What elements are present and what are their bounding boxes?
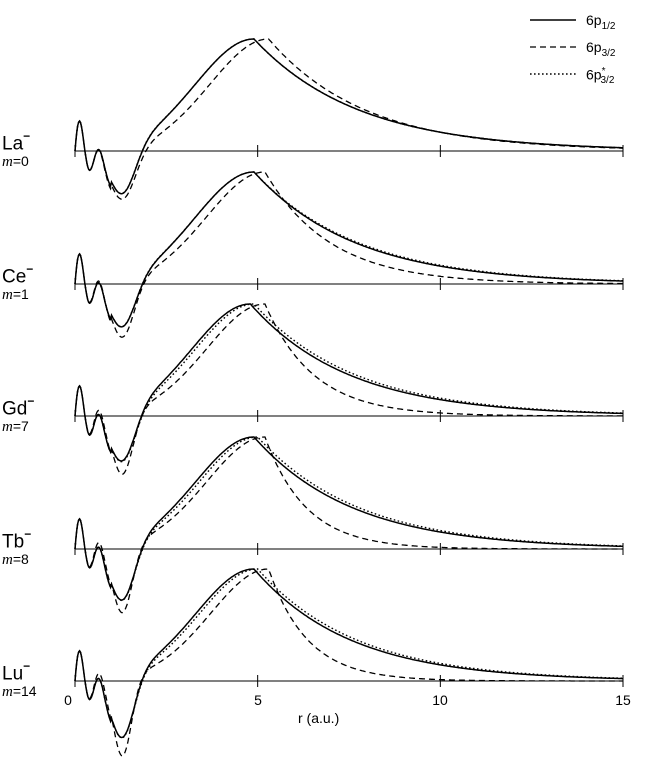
- ion-m-value: m=0: [2, 153, 29, 171]
- panel-lu: [74, 568, 624, 757]
- series-line-dotted: [74, 38, 623, 195]
- series-line-dashed: [74, 436, 623, 614]
- series-line-dashed: [74, 568, 623, 757]
- panel-ce: [74, 171, 624, 338]
- series-line-solid: [74, 171, 623, 328]
- series-line-solid: [74, 436, 623, 601]
- ion-label-la: La− m=0: [2, 129, 31, 171]
- ion-m-value: m=14: [2, 683, 37, 701]
- series-line-dotted: [74, 303, 623, 463]
- legend-label-solid: 6p1/2: [586, 12, 616, 32]
- series-line-dotted: [74, 171, 623, 328]
- ion-name: Ce−: [2, 262, 34, 288]
- ion-name: Tb−: [2, 527, 32, 553]
- ion-label-ce: Ce− m=1: [2, 262, 34, 304]
- ion-m-value: m=8: [2, 551, 29, 569]
- legend-label-dashed: 6p3/2: [586, 39, 616, 59]
- series-line-dashed: [74, 303, 623, 475]
- panels-layer: [74, 38, 624, 757]
- panel-tb: [74, 436, 624, 614]
- series-line-dashed: [74, 38, 623, 200]
- ion-m-value: m=1: [2, 286, 29, 304]
- ion-name: La−: [2, 129, 31, 155]
- ion-name: Gd−: [2, 394, 35, 420]
- series-line-solid: [74, 568, 623, 739]
- series-line-dotted: [74, 436, 623, 602]
- x-tick-label-5: 5: [254, 692, 262, 708]
- series-line-solid: [74, 303, 623, 462]
- x-tick-label-15: 15: [615, 692, 631, 708]
- ion-m-value: m=7: [2, 418, 29, 436]
- x-axis-label: r (a.u.): [298, 710, 340, 726]
- legend-label-dotted: 6p*3/2: [586, 66, 615, 87]
- series-line-dotted: [74, 568, 623, 739]
- x-tick-label-10: 10: [432, 692, 448, 708]
- ion-name: Lu−: [2, 659, 31, 685]
- ion-label-gd: Gd− m=7: [2, 394, 35, 436]
- series-line-dashed: [74, 171, 623, 338]
- legend-lines: [530, 19, 576, 75]
- series-line-solid: [74, 38, 623, 195]
- ion-label-lu: Lu− m=14: [2, 659, 37, 701]
- panel-gd: [74, 303, 624, 475]
- panel-la: [74, 38, 624, 200]
- x-tick-label-0: 0: [64, 692, 72, 708]
- ion-label-tb: Tb− m=8: [2, 527, 32, 569]
